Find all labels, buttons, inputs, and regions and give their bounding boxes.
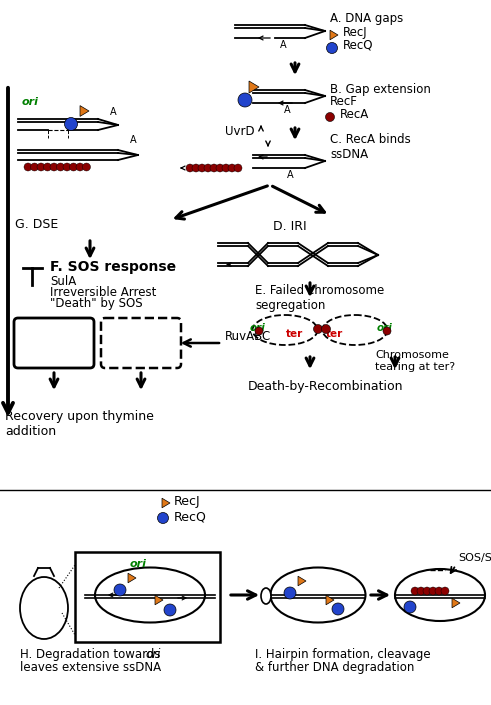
Polygon shape: [249, 81, 259, 93]
Circle shape: [210, 164, 218, 172]
Text: RecF: RecF: [330, 95, 358, 108]
Text: C. RecA binds
ssDNA: C. RecA binds ssDNA: [330, 133, 411, 161]
Circle shape: [284, 587, 296, 599]
Text: ter: ter: [286, 329, 303, 339]
Bar: [75, 552, 220, 642]
Text: B. Gap extension: B. Gap extension: [330, 83, 431, 96]
Circle shape: [64, 118, 78, 130]
Circle shape: [37, 163, 45, 171]
Text: ori: ori: [22, 97, 39, 107]
Text: A. DNA gaps: A. DNA gaps: [330, 12, 403, 25]
Polygon shape: [162, 498, 170, 508]
Ellipse shape: [395, 569, 485, 621]
Circle shape: [50, 163, 58, 171]
Text: SulA: SulA: [50, 275, 76, 288]
Text: & further DNA degradation: & further DNA degradation: [255, 661, 414, 674]
Circle shape: [404, 601, 416, 613]
Text: F. SOS response: F. SOS response: [50, 260, 176, 274]
Text: RecQ: RecQ: [174, 510, 207, 523]
Text: RecJ: RecJ: [174, 495, 201, 508]
Circle shape: [216, 164, 224, 172]
Circle shape: [234, 164, 242, 172]
Circle shape: [192, 164, 200, 172]
Ellipse shape: [271, 568, 365, 623]
Circle shape: [332, 603, 344, 615]
Text: ter: ter: [327, 329, 344, 339]
Text: A: A: [280, 40, 286, 50]
Circle shape: [322, 324, 330, 333]
Circle shape: [24, 163, 32, 171]
Circle shape: [164, 604, 176, 616]
Circle shape: [198, 164, 206, 172]
Circle shape: [228, 164, 236, 172]
Circle shape: [441, 587, 449, 595]
Circle shape: [204, 164, 212, 172]
Text: ori: ori: [377, 323, 393, 333]
FancyBboxPatch shape: [14, 318, 94, 368]
Circle shape: [411, 587, 419, 595]
Text: RuvABC: RuvABC: [225, 330, 271, 343]
Text: ori: ori: [130, 559, 146, 569]
Text: A: A: [130, 135, 136, 145]
Text: ori: ori: [145, 648, 161, 661]
Text: SOS/SulA: SOS/SulA: [458, 553, 491, 563]
Text: D. IRI: D. IRI: [273, 220, 307, 233]
Text: I. Hairpin formation, cleavage: I. Hairpin formation, cleavage: [255, 648, 431, 661]
Text: A: A: [284, 105, 290, 115]
Text: RecA: RecA: [340, 108, 369, 121]
FancyBboxPatch shape: [101, 318, 181, 368]
Text: A: A: [287, 170, 293, 180]
Circle shape: [255, 327, 263, 335]
Polygon shape: [326, 595, 334, 605]
Text: H. Degradation towards: H. Degradation towards: [20, 648, 164, 661]
Text: UvrD: UvrD: [225, 125, 255, 138]
Ellipse shape: [20, 577, 68, 639]
Polygon shape: [155, 595, 163, 605]
Circle shape: [44, 163, 52, 171]
Ellipse shape: [95, 568, 205, 623]
Text: Chromosome
tearing at ter?: Chromosome tearing at ter?: [375, 350, 455, 372]
Polygon shape: [298, 576, 306, 586]
Circle shape: [313, 324, 323, 333]
Circle shape: [63, 163, 71, 171]
Text: A: A: [109, 107, 116, 117]
Circle shape: [158, 513, 168, 524]
Circle shape: [114, 584, 126, 596]
Circle shape: [56, 163, 64, 171]
Text: RecQ: RecQ: [343, 39, 374, 52]
Circle shape: [238, 93, 252, 107]
Text: G. DSE: G. DSE: [15, 218, 58, 231]
Text: Irreversible Arrest: Irreversible Arrest: [50, 286, 156, 299]
Circle shape: [383, 327, 391, 335]
Circle shape: [76, 163, 84, 171]
Polygon shape: [330, 30, 338, 39]
Circle shape: [429, 587, 437, 595]
Polygon shape: [80, 106, 89, 116]
Polygon shape: [128, 573, 136, 583]
Text: RecJ: RecJ: [343, 26, 368, 39]
Circle shape: [70, 163, 78, 171]
Ellipse shape: [323, 315, 387, 345]
Circle shape: [417, 587, 425, 595]
Circle shape: [222, 164, 230, 172]
Ellipse shape: [261, 588, 271, 604]
Text: "Death" by SOS: "Death" by SOS: [50, 297, 142, 310]
Text: leaves extensive ssDNA: leaves extensive ssDNA: [20, 661, 161, 674]
Circle shape: [82, 163, 90, 171]
Circle shape: [186, 164, 194, 172]
Text: Death-by-Recombination: Death-by-Recombination: [248, 380, 404, 393]
Text: ori: ori: [250, 323, 266, 333]
Text: Recovery upon thymine
addition: Recovery upon thymine addition: [5, 410, 154, 438]
Ellipse shape: [252, 315, 318, 345]
Text: E. Failed chromosome
segregation: E. Failed chromosome segregation: [255, 284, 384, 312]
Circle shape: [423, 587, 431, 595]
Circle shape: [435, 587, 443, 595]
Circle shape: [30, 163, 38, 171]
Polygon shape: [452, 599, 460, 608]
Circle shape: [327, 42, 337, 54]
Circle shape: [326, 113, 334, 121]
